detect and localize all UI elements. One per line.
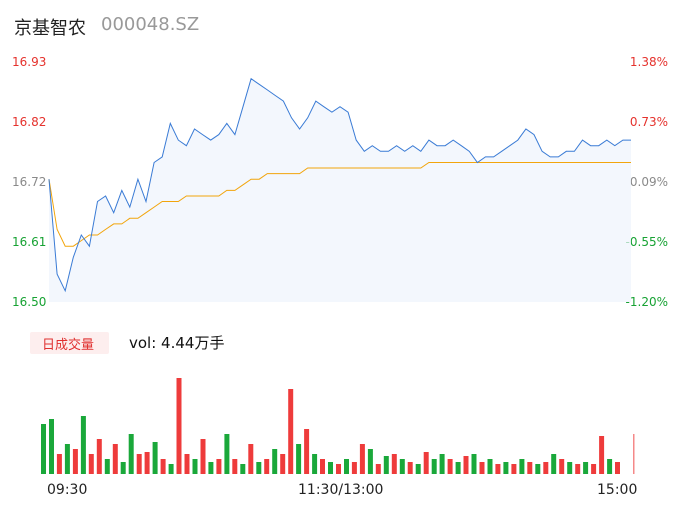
y-label-right-0: 1.38% xyxy=(629,55,668,69)
volume-bar xyxy=(96,439,102,474)
volume-bar xyxy=(535,464,541,474)
stock-code: 000048.SZ xyxy=(101,14,200,35)
volume-bar xyxy=(391,454,397,474)
volume-bar xyxy=(41,424,46,474)
y-label-left-4: 16.50 xyxy=(12,295,47,309)
volume-bar xyxy=(463,456,469,474)
volume-bar xyxy=(336,464,341,474)
volume-bar-last xyxy=(633,434,635,474)
volume-legend-badge xyxy=(30,332,109,354)
volume-bar xyxy=(272,449,278,474)
volume-bar xyxy=(344,459,349,474)
volume-bar xyxy=(407,462,413,474)
volume-bar xyxy=(431,459,437,474)
volume-bar xyxy=(176,378,182,474)
y-label-left-1: 16.82 xyxy=(12,115,47,129)
volume-bar xyxy=(120,462,126,474)
volume-bar xyxy=(312,454,318,474)
volume-bar xyxy=(232,459,238,474)
volume-bar xyxy=(320,459,325,474)
volume-bar xyxy=(527,462,533,474)
volume-bar xyxy=(359,444,365,474)
volume-bar xyxy=(264,459,270,474)
volume-bar xyxy=(495,464,501,474)
volume-legend-label: 日成交量 xyxy=(42,338,95,353)
volume-bar xyxy=(328,462,333,474)
volume-bar xyxy=(104,459,110,474)
volume-bar xyxy=(112,444,118,474)
volume-bar xyxy=(447,459,453,474)
volume-bar xyxy=(160,459,166,474)
volume-bar xyxy=(399,459,405,474)
volume-bar xyxy=(208,462,214,474)
average-price-line xyxy=(48,162,631,247)
x-label-midday: 11:30/13:00 xyxy=(298,482,384,498)
volume-bar xyxy=(383,456,389,474)
volume-bar xyxy=(200,439,206,474)
volume-bar xyxy=(152,442,158,474)
y-label-left-3: 16.61 xyxy=(12,235,47,249)
volume-bar xyxy=(280,454,286,474)
volume-bar xyxy=(80,416,86,474)
y-label-left-0: 16.93 xyxy=(12,55,47,69)
volume-readout: vol: 4.44万手 xyxy=(129,334,225,352)
volume-bar xyxy=(224,434,230,474)
volume-bar xyxy=(455,462,461,474)
volume-bar xyxy=(575,464,581,474)
y-label-right-4: -1.20% xyxy=(625,295,668,309)
volume-bar xyxy=(72,449,78,474)
volume-bar xyxy=(128,434,134,474)
volume-bar xyxy=(184,454,190,474)
volume-bar xyxy=(543,462,549,474)
price-line xyxy=(48,77,631,293)
volume-bar xyxy=(296,444,302,474)
volume-bar xyxy=(192,459,198,474)
volume-bar xyxy=(367,449,373,474)
volume-bar xyxy=(487,459,493,474)
volume-bar xyxy=(144,452,150,474)
y-label-left-2: 16.72 xyxy=(12,175,47,189)
volume-bar xyxy=(304,429,310,474)
volume-bar xyxy=(519,459,525,474)
volume-bar xyxy=(168,464,174,474)
volume-bar xyxy=(240,464,246,474)
volume-bar xyxy=(351,462,357,474)
y-label-right-2: 0.09% xyxy=(629,175,668,189)
volume-bar xyxy=(64,444,70,474)
volume-bar xyxy=(567,462,573,474)
volume-bar xyxy=(136,454,142,474)
volume-bar xyxy=(256,462,262,474)
stock-name: 京基智农 xyxy=(14,18,86,39)
volume-bar xyxy=(607,459,613,474)
volume-bar xyxy=(471,454,477,474)
volume-bar xyxy=(591,464,597,474)
volume-bar xyxy=(415,464,421,474)
volume-bar xyxy=(559,459,565,474)
volume-bar xyxy=(511,464,517,474)
volume-bar xyxy=(375,464,381,474)
volume-bar xyxy=(599,436,605,474)
y-label-right-3: -0.55% xyxy=(625,235,668,249)
volume-bar xyxy=(88,454,94,474)
volume-bar xyxy=(423,452,429,474)
volume-bar xyxy=(248,444,254,474)
volume-bar xyxy=(551,454,557,474)
x-label-open: 09:30 xyxy=(47,482,88,498)
volume-bar xyxy=(288,389,294,474)
price-area xyxy=(49,78,631,302)
volume-bar xyxy=(216,459,222,474)
volume-bar xyxy=(503,462,509,474)
volume-bar xyxy=(56,454,62,474)
x-label-close: 15:00 xyxy=(597,482,638,498)
volume-bar xyxy=(615,462,620,474)
y-label-right-1: 0.73% xyxy=(629,115,668,129)
volume-bar xyxy=(439,454,445,474)
volume-bar xyxy=(49,419,54,474)
volume-bar xyxy=(479,462,485,474)
volume-bar xyxy=(583,462,589,474)
